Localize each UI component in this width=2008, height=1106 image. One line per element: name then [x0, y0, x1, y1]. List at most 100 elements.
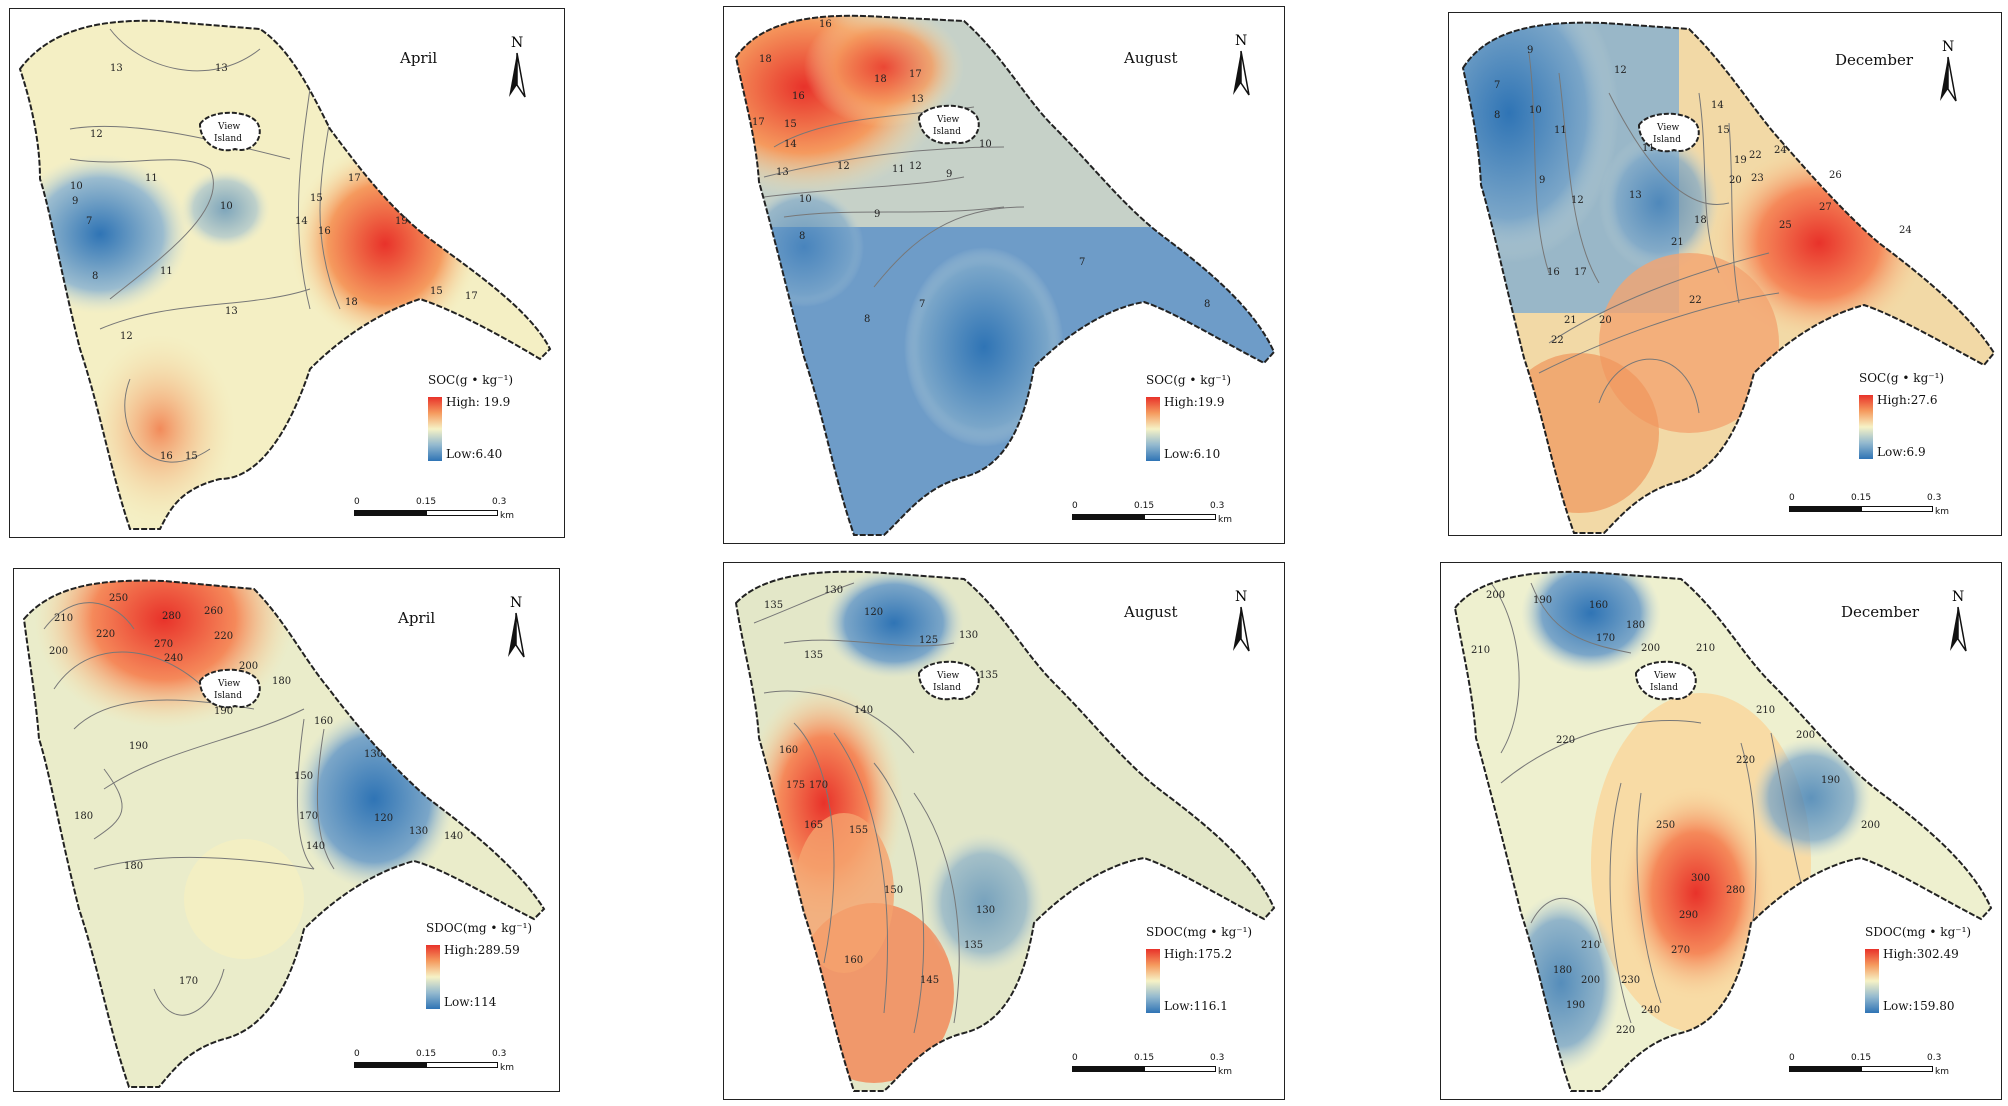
contour-label: 180	[272, 676, 291, 687]
island-label-2: Island	[933, 127, 961, 137]
contour-label: 150	[884, 885, 903, 896]
svg-text:N: N	[510, 595, 522, 611]
contour-label: 15	[784, 119, 797, 130]
interpolated-map: View Island 200 190 160 170 180 200 210 …	[1453, 570, 1993, 1092]
contour-label: 130	[409, 826, 428, 837]
contour-label: 20	[1599, 315, 1612, 326]
contour-label: 180	[1553, 965, 1572, 976]
contour-label: 11	[160, 266, 173, 277]
legend-high: High:289.59	[444, 943, 520, 957]
contour-label: 14	[784, 139, 797, 150]
contour-label: 175	[786, 780, 805, 791]
legend-high: High:19.9	[1164, 395, 1225, 409]
island-label-1: View	[1656, 123, 1680, 133]
contour-label: 26	[1829, 170, 1842, 181]
contour-label: 8	[864, 314, 870, 325]
island-label-1: View	[217, 679, 241, 689]
contour-label: 190	[129, 741, 148, 752]
contour-label: 125	[919, 635, 938, 646]
contour-label: 220	[1616, 1025, 1635, 1036]
island-label-1: View	[1653, 671, 1677, 681]
contour-label: 9	[72, 196, 78, 207]
contour-label: 15	[185, 451, 198, 462]
map-panel-sdoc-december: View Island 200 190 160 170 180 200 210 …	[1440, 562, 2002, 1100]
contour-label: 10	[1529, 105, 1542, 116]
contour-label: 250	[109, 593, 128, 604]
contour-label: 210	[1581, 940, 1600, 951]
contour-label: 180	[124, 861, 143, 872]
svg-text:N: N	[1942, 39, 1954, 55]
contour-label: 210	[1756, 705, 1775, 716]
legend-color-ramp	[1146, 949, 1160, 1013]
legend-title: SDOC(mg • kg⁻¹)	[1865, 925, 1972, 939]
legend-high: High:175.2	[1164, 947, 1233, 961]
contour-label: 200	[1796, 730, 1815, 741]
contour-label: 17	[909, 69, 922, 80]
legend-title: SOC(g • kg⁻¹)	[1859, 371, 1945, 385]
contour-label: 10	[220, 201, 233, 212]
island-label-2: Island	[1653, 135, 1681, 145]
contour-label: 170	[809, 780, 828, 791]
contour-label: 200	[49, 646, 68, 657]
contour-label: 230	[1621, 975, 1640, 986]
contour-label: 150	[294, 771, 313, 782]
contour-label: 17	[348, 173, 361, 184]
contour-label: 9	[874, 209, 880, 220]
north-arrow-icon: N	[1233, 33, 1250, 96]
island-label-1: View	[217, 122, 241, 132]
contour-label: 220	[96, 629, 115, 640]
contour-label: 15	[1717, 125, 1730, 136]
contour-label: 17	[465, 291, 478, 302]
contour-label: 140	[854, 705, 873, 716]
contour-label: 13	[215, 63, 228, 74]
contour-label: 170	[299, 811, 318, 822]
contour-label: 13	[225, 306, 238, 317]
legend-low: Low:6.9	[1877, 445, 1926, 459]
contour-label: 16	[1547, 267, 1560, 278]
contour-label: 12	[909, 161, 922, 172]
map-panel-soc-december: View Island 7 8 9 10 11 12 9 12 13 14 15…	[1448, 12, 2002, 536]
contour-label: 17	[752, 117, 765, 128]
contour-label: 130	[824, 585, 843, 596]
legend-title: SDOC(mg • kg⁻¹)	[1146, 925, 1253, 939]
scale-bar: 0 0.15 0.3 km	[354, 1049, 514, 1073]
contour-label: 210	[1696, 643, 1715, 654]
contour-label: 180	[74, 811, 93, 822]
contour-label: 13	[110, 63, 123, 74]
contour-label: 12	[120, 331, 133, 342]
contour-label: 135	[764, 600, 783, 611]
north-arrow-icon: N	[509, 35, 526, 98]
contour-label: 270	[1671, 945, 1690, 956]
island-label-1: View	[936, 115, 960, 125]
contour-label: 10	[979, 139, 992, 150]
scale-bar: 0 0.15 0.3 km	[1789, 493, 1949, 517]
north-arrow-icon: N	[1940, 39, 1957, 102]
interpolated-map: View Island 135 130 120 125 130 135 140 …	[734, 570, 1276, 1092]
contour-label: 16	[160, 451, 173, 462]
legend-color-ramp	[1859, 395, 1873, 459]
contour-label: 240	[1641, 1005, 1660, 1016]
contour-label: 120	[374, 813, 393, 824]
contour-label: 12	[90, 129, 103, 140]
contour-label: 8	[1494, 110, 1500, 121]
contour-label: 250	[1656, 820, 1675, 831]
legend-high: High:302.49	[1883, 947, 1959, 961]
contour-label: 7	[86, 216, 92, 227]
contour-label: 10	[799, 194, 812, 205]
contour-label: 7	[919, 299, 925, 310]
contour-label: 24	[1899, 225, 1912, 236]
north-arrow-icon: N	[508, 595, 525, 658]
map-title: April	[398, 609, 436, 627]
contour-label: 190	[1821, 775, 1840, 786]
contour-label: 18	[345, 297, 358, 308]
legend-color-ramp	[1146, 397, 1160, 461]
contour-label: 27	[1819, 202, 1832, 213]
contour-label: 220	[1736, 755, 1755, 766]
contour-label: 200	[1861, 820, 1880, 831]
contour-label: 13	[1629, 190, 1642, 201]
contour-label: 17	[1574, 267, 1587, 278]
island-label-1: View	[936, 671, 960, 681]
legend-title: SOC(g • kg⁻¹)	[1146, 373, 1232, 387]
contour-label: 25	[1779, 220, 1792, 231]
legend-color-ramp	[428, 397, 442, 461]
